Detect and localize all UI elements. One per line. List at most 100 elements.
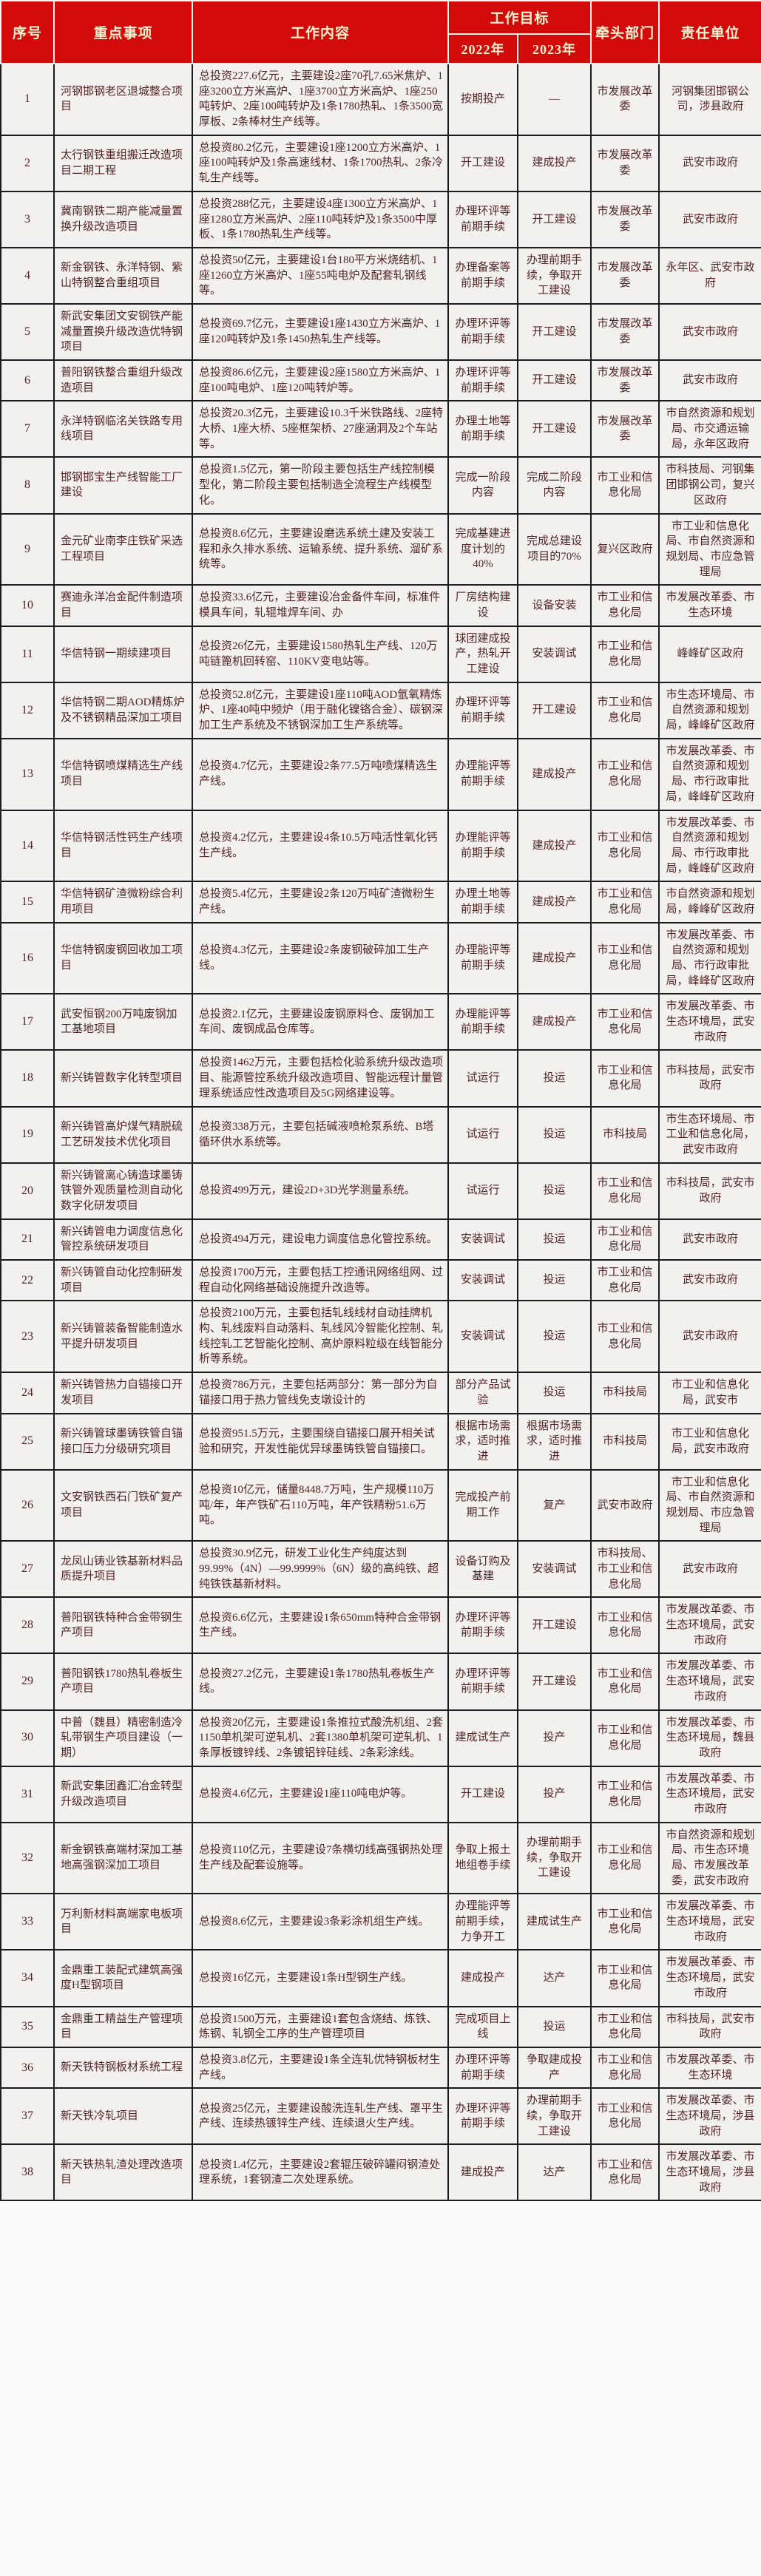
cell-content: 总投资30.9亿元，研发工业化生产纯度达到99.99%（4N）—99.9999%… bbox=[192, 1540, 449, 1599]
cell-target-2022: 建成投产 bbox=[447, 2143, 518, 2202]
cell-content: 总投资4.2亿元，主要建设4条10.5万吨活性氧化钙生产线。 bbox=[192, 809, 449, 883]
cell-seq: 6 bbox=[0, 359, 55, 402]
cell-content: 总投资6.6亿元，主要建设1条650mm特种合金带钢生产线。 bbox=[192, 1596, 449, 1655]
cell-content: 总投资4.7亿元，主要建设2条77.5万吨喷煤精选生产线。 bbox=[192, 737, 449, 811]
cell-target-2023: 建成投产 bbox=[516, 881, 592, 923]
cell-target-2023: 投产 bbox=[516, 1709, 592, 1767]
cell-seq: 24 bbox=[0, 1372, 55, 1414]
cell-content: 总投资10亿元，储量8448.7万吨，生产规模110万吨/年，年产铁矿石110万… bbox=[192, 1468, 449, 1542]
table-row: 12 华信特钢二期AOD精炼炉及不锈钢精品深加工项目 总投资52.8亿元，主要建设1… bbox=[0, 681, 761, 739]
cell-content: 总投资499万元，建设2D+3D光学测量系统。 bbox=[192, 1162, 449, 1220]
cell-item: 华信特钢矿渣微粉综合利用项目 bbox=[53, 881, 193, 923]
cell-item: 新兴铸管电力调度信息化管控系统研发项目 bbox=[53, 1218, 193, 1261]
cell-resp-unit: 市发展改革委、市生态环境局，魏县政府 bbox=[658, 1709, 761, 1767]
cell-item: 武安恒钢200万吨废钢加工基地项目 bbox=[53, 993, 193, 1051]
cell-lead-dept: 市科技局 bbox=[590, 1105, 660, 1164]
cell-resp-unit: 市发展改革委、市生态环境局，涉县政府 bbox=[658, 2143, 761, 2202]
cell-seq: 26 bbox=[0, 1468, 55, 1542]
cell-lead-dept: 市发展改革委 bbox=[590, 400, 660, 458]
cell-lead-dept: 市工业和信息化局 bbox=[590, 1596, 660, 1655]
header-item: 重点事项 bbox=[53, 0, 193, 64]
cell-item: 华信特钢二期AOD精炼炉及不锈钢精品深加工项目 bbox=[53, 681, 193, 739]
table-header: 序号 重点事项 工作内容 工作目标 牵头部门 责任单位 2022年 2023年 bbox=[0, 0, 761, 64]
cell-lead-dept: 市发展改革委 bbox=[590, 246, 660, 305]
cell-resp-unit: 市工业和信息化局，武安市 bbox=[658, 1372, 761, 1414]
cell-target-2023: 开工建设 bbox=[516, 302, 592, 362]
cell-target-2022: 开工建设 bbox=[447, 1765, 518, 1823]
cell-target-2022: 争取上报土地组卷手续 bbox=[447, 1821, 518, 1895]
projects-table: 序号 重点事项 工作内容 工作目标 牵头部门 责任单位 2022年 2023年 … bbox=[0, 0, 761, 2202]
cell-target-2022: 安装调试 bbox=[447, 1300, 518, 1374]
cell-target-2023: 开工建设 bbox=[516, 400, 592, 458]
cell-resp-unit: 武安市政府 bbox=[658, 1218, 761, 1261]
cell-item: 新天铁特钢板材系统工程 bbox=[53, 2046, 193, 2089]
cell-item: 新兴铸管热力自锚接口开发项目 bbox=[53, 1372, 193, 1414]
cell-content: 总投资1462万元，主要包括检化验系统升级改造项目、能源管控系统升级改造项目、智… bbox=[192, 1049, 449, 1108]
cell-target-2022: 办理能评等前期手续 bbox=[447, 737, 518, 811]
cell-lead-dept: 市发展改革委 bbox=[590, 190, 660, 248]
cell-target-2022: 办理环评等前期手续 bbox=[447, 359, 518, 402]
cell-target-2023: 投运 bbox=[516, 1105, 592, 1164]
cell-lead-dept: 市工业和信息化局 bbox=[590, 2087, 660, 2146]
cell-item: 新金钢铁、永洋特钢、紫山特钢整合重组项目 bbox=[53, 246, 193, 305]
cell-resp-unit: 市生态环境局、市工业和信息化局，武安市政府 bbox=[658, 1105, 761, 1164]
cell-lead-dept: 市工业和信息化局 bbox=[590, 584, 660, 627]
cell-lead-dept: 市工业和信息化局 bbox=[590, 2005, 660, 2048]
cell-seq: 18 bbox=[0, 1049, 55, 1108]
table-row: 13 华信特钢喷煤精选生产线项目 总投资4.7亿元，主要建设2条77.5万吨喷煤精选… bbox=[0, 737, 761, 811]
cell-item: 新金钢铁高端材深加工基地高强钢深加工项目 bbox=[53, 1821, 193, 1895]
cell-target-2023: 根据市场需求，适时推进 bbox=[516, 1412, 592, 1471]
cell-target-2022: 设备订购及基建 bbox=[447, 1540, 518, 1599]
cell-target-2022: 办理环评等前期手续 bbox=[447, 681, 518, 739]
cell-target-2023: 建成投产 bbox=[516, 737, 592, 811]
cell-seq: 12 bbox=[0, 681, 55, 739]
cell-lead-dept: 市工业和信息化局 bbox=[590, 681, 660, 739]
cell-item: 普阳钢铁特种合金带钢生产项目 bbox=[53, 1596, 193, 1655]
cell-target-2023: — bbox=[516, 63, 592, 136]
cell-resp-unit: 市科技局，武安市政府 bbox=[658, 2005, 761, 2048]
cell-lead-dept: 市科技局、市工业和信息化局 bbox=[590, 1540, 660, 1599]
cell-lead-dept: 市工业和信息化局 bbox=[590, 1653, 660, 1711]
cell-content: 总投资27.2亿元，主要建设1条1780热轧卷板生产线。 bbox=[192, 1653, 449, 1711]
cell-lead-dept: 市工业和信息化局 bbox=[590, 809, 660, 883]
cell-target-2022: 办理能评等前期手续 bbox=[447, 809, 518, 883]
cell-target-2022: 建成试生产 bbox=[447, 1709, 518, 1767]
cell-content: 总投资1500万元，主要建设1套包含烧结、炼铁、炼钢、轧钢全工序的生产管理项目 bbox=[192, 2005, 449, 2048]
cell-target-2023: 复产 bbox=[516, 1468, 592, 1542]
cell-lead-dept: 市发展改革委 bbox=[590, 359, 660, 402]
cell-resp-unit: 市发展改革委、市生态环境局，武安市政府 bbox=[658, 1765, 761, 1823]
cell-target-2022: 试运行 bbox=[447, 1105, 518, 1164]
cell-item: 新兴铸管装备智能制造水平提升研发项目 bbox=[53, 1300, 193, 1374]
cell-content: 总投资494万元，建设电力调度信息化管控系统。 bbox=[192, 1218, 449, 1261]
table-row: 35 金鼎重工精益生产管理项目 总投资1500万元，主要建设1套包含烧结、炼铁、炼钢… bbox=[0, 2005, 761, 2048]
cell-resp-unit: 市生态环境局、市自然资源和规划局，峰峰矿区政府 bbox=[658, 681, 761, 739]
cell-target-2023: 投运 bbox=[516, 2005, 592, 2048]
header-year-2022: 2022年 bbox=[447, 33, 518, 64]
cell-target-2022: 办理环评等前期手续 bbox=[447, 2046, 518, 2089]
cell-content: 总投资20亿元，主要建设1条推拉式酸洗机组、2套1150单机架可逆轧机、2套13… bbox=[192, 1709, 449, 1767]
cell-item: 金元矿业南李庄铁矿采选工程项目 bbox=[53, 512, 193, 586]
cell-lead-dept: 市工业和信息化局 bbox=[590, 993, 660, 1051]
cell-resp-unit: 市发展改革委、市生态环境局，武安市政府 bbox=[658, 993, 761, 1051]
cell-content: 总投资2.1亿元，主要建设废钢原料仓、废钢加工车间、废钢成品仓库等。 bbox=[192, 993, 449, 1051]
cell-content: 总投资50亿元，主要建设1台180平方米烧结机、1座1260立方米高炉、1座55… bbox=[192, 246, 449, 305]
cell-target-2023: 投运 bbox=[516, 1218, 592, 1261]
table-row: 21 新兴铸管电力调度信息化管控系统研发项目 总投资494万元，建设电力调度信息化管… bbox=[0, 1218, 761, 1261]
cell-lead-dept: 市发展改革委 bbox=[590, 302, 660, 362]
table-row: 36 新天铁特钢板材系统工程 总投资3.8亿元，主要建设1条全连轧优特钢板材生产线。… bbox=[0, 2046, 761, 2089]
cell-lead-dept: 市工业和信息化局 bbox=[590, 1709, 660, 1767]
cell-content: 总投资8.6亿元，主要建设磨选系统土建及安装工程和永久排水系统、运输系统、提升系… bbox=[192, 512, 449, 586]
cell-target-2022: 部分产品试验 bbox=[447, 1372, 518, 1414]
cell-item: 太行钢铁重组搬迁改造项目二期工程 bbox=[53, 134, 193, 192]
cell-target-2022: 办理土地等前期手续 bbox=[447, 881, 518, 923]
cell-item: 冀南钢铁二期产能减量置换升级改造项目 bbox=[53, 190, 193, 248]
cell-content: 总投资1700万元，主要包括工控通讯网络组网、过程自动化网络基础设施提升改造等。 bbox=[192, 1258, 449, 1302]
cell-item: 普阳钢铁整合重组升级改造项目 bbox=[53, 359, 193, 402]
cell-lead-dept: 市工业和信息化局 bbox=[590, 1218, 660, 1261]
cell-content: 总投资786万元，主要包括两部分：第一部分为自锚接口用于热力管线免支墩设计的 bbox=[192, 1372, 449, 1414]
cell-seq: 11 bbox=[0, 625, 55, 683]
cell-content: 总投资86.6亿元，主要建设2座1580立方米高炉、1座100吨电炉、1座120… bbox=[192, 359, 449, 402]
cell-item: 万利新材料高端家电板项目 bbox=[53, 1893, 193, 1951]
cell-resp-unit: 市工业和信息化局、市自然资源和规划局、市应急管理局 bbox=[658, 1468, 761, 1542]
table-row: 1 河钢邯钢老区退城整合项目 总投资227.6亿元，主要建设2座70孔7.65米焦炉… bbox=[0, 63, 761, 136]
